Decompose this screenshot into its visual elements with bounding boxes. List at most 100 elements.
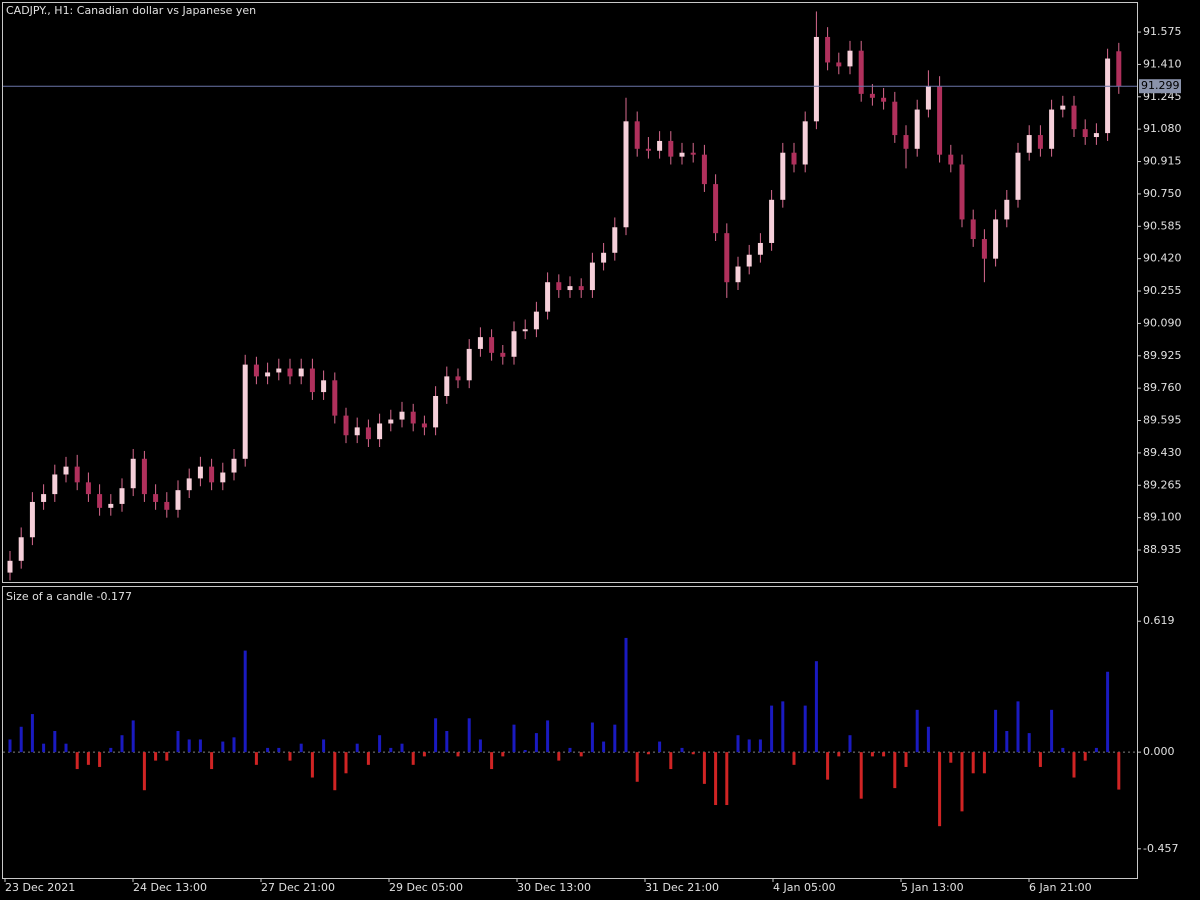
candle-body: [410, 411, 416, 424]
candle-body: [589, 262, 595, 291]
histogram-bar: [187, 739, 191, 753]
candle-body: [253, 364, 259, 377]
candle-body: [444, 376, 450, 397]
candle-body: [164, 501, 170, 510]
candle-body: [533, 311, 539, 330]
candle-body: [959, 164, 965, 220]
histogram-bar: [467, 718, 471, 753]
candle-body: [298, 368, 304, 377]
histogram-bar: [53, 730, 57, 753]
current-price-tag: [1139, 79, 1181, 94]
candle-body: [914, 109, 920, 149]
candle-body: [130, 458, 136, 489]
y-tick-label: 90.915: [1143, 155, 1182, 168]
candle-body: [354, 427, 360, 436]
histogram-bar: [904, 752, 908, 767]
histogram-bar: [8, 739, 12, 753]
candle-body: [780, 152, 786, 200]
candle-body: [634, 121, 640, 149]
candle-body: [948, 154, 954, 165]
histogram-bar: [1083, 752, 1087, 761]
histogram-bar: [602, 741, 606, 753]
candle-body: [455, 376, 461, 381]
histogram-bar: [422, 752, 426, 757]
candle-body: [388, 419, 394, 424]
histogram-bar: [1038, 752, 1042, 767]
histogram-bar: [30, 714, 34, 753]
candle-body: [993, 219, 999, 259]
histogram-bar: [1027, 733, 1031, 753]
histogram-bar: [75, 752, 79, 770]
candle-body: [52, 474, 58, 495]
histogram-bar: [646, 752, 650, 755]
histogram-bar: [523, 750, 527, 753]
histogram-bar: [680, 747, 684, 753]
histogram-bar: [400, 743, 404, 753]
candle-body: [623, 121, 629, 228]
histogram-bar: [445, 730, 449, 753]
y-tick-label: 90.255: [1143, 284, 1182, 297]
histogram-bar: [926, 726, 930, 753]
histogram-bar: [702, 752, 706, 784]
candle-body: [522, 329, 528, 332]
y-tick-label: 90.585: [1143, 219, 1182, 232]
histogram-bar: [1094, 747, 1098, 753]
histogram-bar: [736, 735, 740, 753]
candle-body: [757, 242, 763, 255]
y-tick-label: 89.265: [1143, 478, 1182, 491]
histogram-bar: [1117, 752, 1121, 790]
histogram-bar: [1005, 730, 1009, 753]
candle-body: [477, 337, 483, 349]
histogram-bar: [579, 752, 583, 757]
candle-body: [869, 93, 875, 98]
candle-body: [657, 140, 663, 151]
histogram-bar: [254, 752, 258, 765]
candle-body: [209, 466, 215, 483]
histogram-bar: [960, 752, 964, 812]
y-tick-label: -0.457: [1143, 842, 1178, 855]
candle-body: [881, 97, 887, 102]
histogram-bar: [635, 752, 639, 782]
histogram-bar: [288, 752, 292, 761]
candle-body: [545, 282, 551, 312]
candle-body: [1093, 133, 1099, 138]
candle-body: [500, 352, 506, 357]
x-tick-label: 31 Dec 21:00: [645, 881, 719, 894]
candle-body: [813, 36, 819, 122]
histogram-bar: [232, 737, 236, 753]
candle-body: [321, 380, 327, 393]
y-tick-label: 91.080: [1143, 122, 1182, 135]
candle-body: [556, 282, 562, 291]
price-panel-frame: [2, 2, 1138, 583]
histogram-bar: [792, 752, 796, 765]
x-tick-label: 30 Dec 13:00: [517, 881, 591, 894]
histogram-bar: [310, 752, 314, 778]
candle-body: [197, 466, 203, 479]
histogram-bar: [534, 733, 538, 753]
candle-body: [724, 233, 730, 283]
y-tick-label: 90.090: [1143, 316, 1182, 329]
histogram-bar: [277, 747, 281, 753]
histogram-bar: [154, 752, 158, 761]
y-tick-label: 91.575: [1143, 25, 1182, 38]
histogram-bar: [781, 701, 785, 753]
candle-body: [97, 494, 103, 508]
histogram-bar: [613, 724, 617, 753]
indicator-panel-frame: [2, 586, 1138, 879]
candle-body: [242, 364, 248, 459]
candle-body: [735, 266, 741, 283]
candle-body: [365, 427, 371, 440]
histogram-bar: [938, 752, 942, 827]
candle-body: [769, 199, 775, 243]
candle-body: [601, 252, 607, 263]
candle-body: [847, 50, 853, 67]
candle-body: [791, 152, 797, 165]
candle-body: [287, 368, 293, 377]
histogram-bar: [1072, 752, 1076, 778]
candle-body: [489, 337, 495, 353]
histogram-bar: [490, 752, 494, 770]
candle-body: [175, 490, 181, 510]
candle-body: [1116, 51, 1122, 87]
